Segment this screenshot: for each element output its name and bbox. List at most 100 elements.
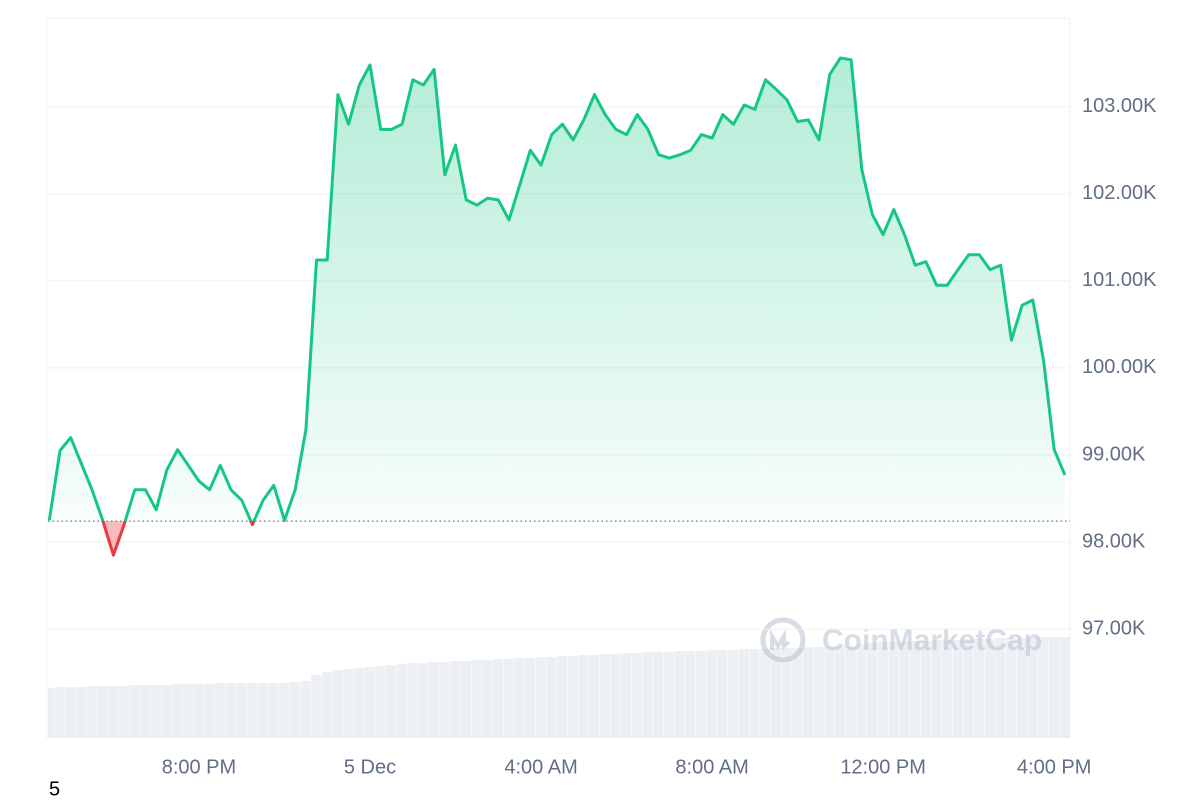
volume-bar xyxy=(418,663,429,737)
volume-bar xyxy=(150,685,161,737)
y-tick-label: 97.00K xyxy=(1082,617,1146,639)
volume-bar xyxy=(920,641,931,737)
volume-bar xyxy=(471,660,482,737)
volume-bar xyxy=(856,644,867,737)
y-tick-label: 103.00K xyxy=(1082,95,1157,117)
volume-bar xyxy=(214,683,226,737)
volume-bar xyxy=(653,652,664,737)
volume-bar xyxy=(835,646,846,737)
volume-bar xyxy=(984,639,995,737)
volume-bar xyxy=(76,687,87,737)
volume-bar xyxy=(332,670,343,737)
volume-bar xyxy=(482,660,493,737)
volume-bar xyxy=(781,648,792,737)
volume-bar xyxy=(599,654,610,737)
volume-bar xyxy=(161,685,172,737)
volume-bar xyxy=(995,638,1006,737)
watermark-logo-mark xyxy=(770,628,791,651)
volume-bar xyxy=(65,687,76,737)
volume-bar xyxy=(909,641,920,737)
volume-bar xyxy=(974,639,985,737)
volume-bar xyxy=(802,647,814,737)
volume-bar xyxy=(888,642,899,737)
volume-bar xyxy=(86,686,97,737)
x-tick-label: 8:00 PM xyxy=(162,756,236,778)
volume-bar xyxy=(375,666,386,737)
volume-bar xyxy=(503,659,514,737)
volume-bar xyxy=(631,653,642,737)
volume-bar xyxy=(439,662,450,737)
y-tick-label: 101.00K xyxy=(1082,269,1157,291)
volume-bar xyxy=(386,665,397,737)
volume-bar xyxy=(279,683,290,737)
volume-bar xyxy=(129,685,140,737)
price-area xyxy=(49,58,1065,556)
volume-bar xyxy=(514,658,525,737)
volume-bar xyxy=(396,664,407,737)
volume-bar xyxy=(728,650,739,737)
volume-bar xyxy=(204,684,215,737)
volume-bar xyxy=(813,647,824,737)
volume-bar xyxy=(1048,637,1059,737)
x-tick-label: 5 Dec xyxy=(344,756,396,778)
volume-bar xyxy=(770,648,781,737)
volume-bar xyxy=(642,652,653,737)
volume-bar xyxy=(140,685,151,737)
volume-bar xyxy=(353,668,365,737)
volume-bar xyxy=(182,684,194,737)
footer-text: 5 xyxy=(49,778,60,800)
volume-bar xyxy=(1006,638,1017,737)
volume-bar xyxy=(236,683,247,737)
volume-bar xyxy=(931,640,942,737)
volume-bar xyxy=(696,651,707,737)
y-tick-label: 100.00K xyxy=(1082,356,1157,378)
volume-bar xyxy=(867,643,878,737)
volume-bar xyxy=(97,686,108,737)
volume-bar xyxy=(941,640,953,737)
volume-bar xyxy=(321,672,332,737)
watermark-logo xyxy=(760,617,806,663)
volume-bar xyxy=(567,656,578,737)
volume-bar xyxy=(247,683,258,737)
volume-bar xyxy=(824,647,835,737)
volume-bar xyxy=(621,653,632,737)
volume-group xyxy=(48,637,1070,737)
volume-bar xyxy=(225,683,236,737)
volume-bar xyxy=(845,646,856,737)
volume-bar xyxy=(877,642,888,737)
volume-bar xyxy=(535,657,546,737)
volume-bar xyxy=(589,655,600,737)
y-tick-label: 102.00K xyxy=(1082,182,1157,204)
volume-bar xyxy=(674,651,685,737)
volume-bar xyxy=(450,661,461,737)
volume-bar xyxy=(407,663,418,737)
volume-bar xyxy=(311,675,322,737)
volume-bar xyxy=(364,667,375,737)
volume-bar xyxy=(1059,637,1070,737)
volume-bar xyxy=(610,654,621,737)
volume-bar xyxy=(738,649,749,737)
price-line xyxy=(47,56,1067,557)
volume-bar xyxy=(172,684,183,737)
volume-bar xyxy=(108,686,119,737)
volume-bar xyxy=(546,657,557,737)
x-tick-label: 4:00 PM xyxy=(1017,756,1091,778)
volume-bar xyxy=(193,684,204,737)
volume-bar xyxy=(257,683,268,737)
x-tick-label: 12:00 PM xyxy=(840,756,926,778)
volume-bar xyxy=(525,658,536,737)
volume-bar xyxy=(492,659,504,737)
volume-bar xyxy=(952,640,963,737)
volume-bar xyxy=(663,652,675,737)
volume-bar xyxy=(899,641,910,737)
volume-bar xyxy=(343,669,354,737)
x-tick-label: 8:00 AM xyxy=(675,756,748,778)
volume-bar xyxy=(749,649,760,737)
y-tick-label: 98.00K xyxy=(1082,530,1146,552)
volume-bar xyxy=(460,661,471,737)
volume-bar xyxy=(706,650,717,737)
volume-bar xyxy=(48,688,55,737)
volume-bar xyxy=(289,682,300,737)
